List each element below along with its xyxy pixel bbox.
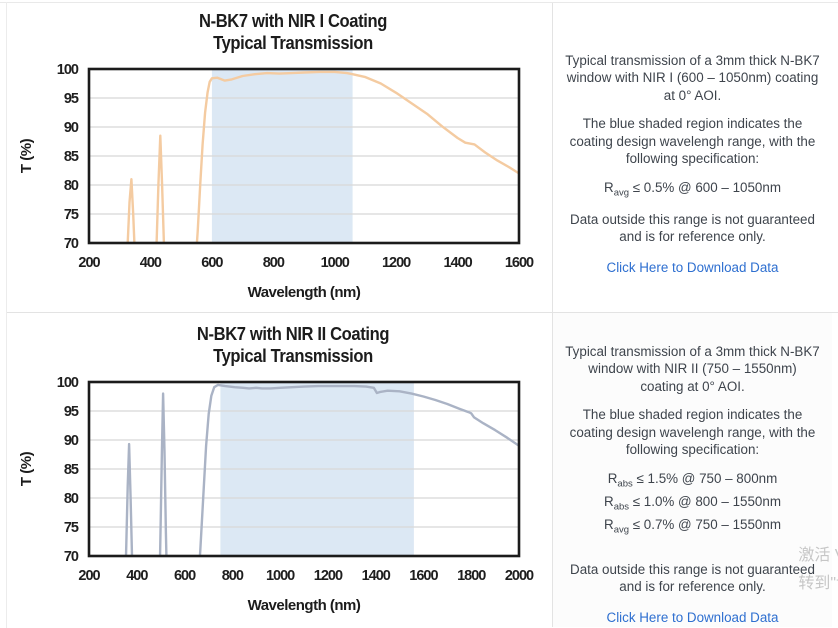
y-tick-label: 95 [64,91,79,107]
x-tick-label: 800 [222,568,244,584]
spec-subscript: abs [613,501,630,513]
nir1-specs: Ravg ≤ 0.5% @ 600 – 1050nm [565,179,820,200]
nir1-info-section: Typical transmission of a 3mm thick N-BK… [552,3,832,312]
y-tick-label: 85 [64,462,79,478]
spec-symbol: R [607,470,618,486]
x-axis-label: Wavelength (nm) [248,284,361,301]
spec-value: ≤ 0.7% @ 750 – 1550nm [629,516,781,532]
y-tick-label: 75 [64,207,79,223]
nir2-download-data-link[interactable]: Click Here to Download Data [606,610,779,626]
panel-rows: N-BK7 with NIR I Coating Typical Transmi… [7,3,838,627]
panel-nir1: N-BK7 with NIR I Coating Typical Transmi… [7,3,838,313]
nir1-chart-title: N-BK7 with NIR I Coating Typical Transmi… [72,11,514,55]
spec-value: ≤ 0.5% @ 600 – 1050nm [629,179,781,195]
x-tick-label: 1600 [409,568,438,584]
spec-line: Ravg ≤ 0.7% @ 750 – 1550nm [565,516,820,537]
nir1-chart-section: N-BK7 with NIR I Coating Typical Transmi… [7,3,552,312]
nir2-disclaimer: Data outside this range is not guarantee… [570,561,815,594]
y-tick-label: 70 [64,549,79,565]
y-tick-label: 80 [64,178,79,194]
panel-nir2: N-BK7 with NIR II Coating Typical Transm… [7,313,838,627]
nir2-shaded-region-note: The blue shaded region indicates the coa… [569,407,816,458]
nir2-chart-section: N-BK7 with NIR II Coating Typical Transm… [7,313,552,627]
spec-symbol: R [604,179,614,195]
chart-title-line1: N-BK7 with NIR II Coating [196,324,390,344]
y-tick-label: 80 [64,491,79,507]
x-tick-label: 1400 [362,568,391,584]
left-divider [6,2,7,628]
y-tick-label: 90 [64,433,79,449]
nir2-transmission-chart: 70 75 80 85 90 95 100 200 400 600 800 1000 1200 1400 1… [18,375,535,614]
y-tick-label: 90 [64,120,79,136]
x-tick-label: 1200 [314,568,343,584]
spec-subscript: avg [613,524,630,536]
x-tick-label: 1600 [505,255,534,271]
spec-subscript: avg [613,187,630,199]
nir1-transmission-chart: 70 75 80 85 90 95 100 200 400 600 800 1000 1200 1400 1… [18,62,535,301]
y-tick-label: 70 [64,236,79,252]
spec-subscript: abs [617,478,633,490]
spec-value: ≤ 1.5% @ 750 – 800nm [632,470,778,486]
transmission-curve [126,70,519,243]
x-axis-label: Wavelength (nm) [248,597,361,614]
x-tick-label: 1400 [443,255,472,271]
x-tick-label: 1000 [321,255,350,271]
spec-line: Rabs ≤ 1.5% @ 750 – 800nm [565,470,820,491]
x-tick-label: 200 [78,568,100,584]
nir2-info-section: Typical transmission of a 3mm thick N-BK… [552,313,832,627]
top-divider [0,2,838,3]
nir1-download-data-link[interactable]: Click Here to Download Data [606,260,779,276]
chart-title-line2: Typical Transmission [213,345,373,366]
spec-symbol: R [604,516,614,532]
x-tick-label: 1800 [457,568,486,584]
nir1-disclaimer: Data outside this range is not guarantee… [570,211,815,244]
y-tick-label: 100 [57,375,79,391]
x-tick-label: 400 [126,568,148,584]
spec-symbol: R [604,493,614,509]
chart-title-line2: Typical Transmission [213,32,373,53]
spec-line: Rabs ≤ 1.0% @ 800 – 1550nm [565,493,820,514]
spec-line: Ravg ≤ 0.5% @ 600 – 1050nm [565,179,820,200]
nir2-chart-title: N-BK7 with NIR II Coating Typical Transm… [72,324,514,368]
nir1-description: Typical transmission of a 3mm thick N-BK… [565,53,820,103]
spec-value: ≤ 1.0% @ 800 – 1550nm [629,493,781,509]
transmission-curve [124,383,519,556]
x-tick-label: 1200 [382,255,411,271]
nir1-shaded-region-note: The blue shaded region indicates the coa… [569,116,816,167]
y-tick-label: 75 [64,520,79,536]
y-axis-label: T (%) [18,451,35,486]
x-tick-label: 800 [263,255,285,271]
chart-title-line1: N-BK7 with NIR I Coating [198,11,388,31]
x-tick-label: 200 [78,255,100,271]
x-tick-label: 400 [140,255,162,271]
plot-border [87,67,521,245]
y-tick-label: 100 [57,62,79,78]
y-tick-label: 85 [64,149,79,165]
x-tick-label: 1000 [266,568,295,584]
x-tick-label: 600 [174,568,196,584]
nir2-description: Typical transmission of a 3mm thick N-BK… [565,344,820,394]
y-axis-label: T (%) [18,138,35,173]
plot-border [87,380,521,558]
x-tick-label: 2000 [505,568,534,584]
y-tick-label: 95 [64,404,79,420]
x-tick-label: 600 [201,255,223,271]
nir2-specs: Rabs ≤ 1.5% @ 750 – 800nm Rabs ≤ 1.0% @ … [565,470,820,537]
